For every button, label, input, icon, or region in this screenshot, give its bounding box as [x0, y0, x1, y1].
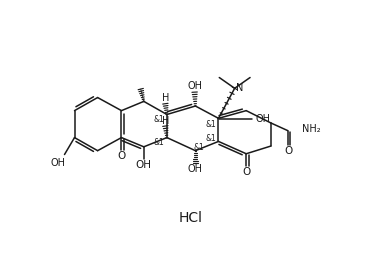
Text: HCl: HCl: [179, 211, 203, 226]
Text: N: N: [236, 83, 244, 93]
Text: &1: &1: [154, 115, 164, 124]
Text: O: O: [243, 167, 251, 177]
Text: O: O: [117, 151, 126, 161]
Text: &1: &1: [206, 134, 216, 143]
Text: H: H: [162, 93, 169, 103]
Text: NH₂: NH₂: [302, 124, 320, 134]
Text: O: O: [285, 146, 293, 156]
Text: &1: &1: [154, 139, 164, 147]
Text: &1: &1: [206, 120, 216, 129]
Text: H: H: [162, 116, 169, 126]
Text: OH: OH: [51, 158, 66, 168]
Text: &1: &1: [193, 143, 204, 152]
Text: OH: OH: [187, 81, 202, 91]
Text: OH: OH: [136, 160, 152, 170]
Text: OH: OH: [256, 114, 270, 124]
Text: OH: OH: [188, 164, 203, 174]
